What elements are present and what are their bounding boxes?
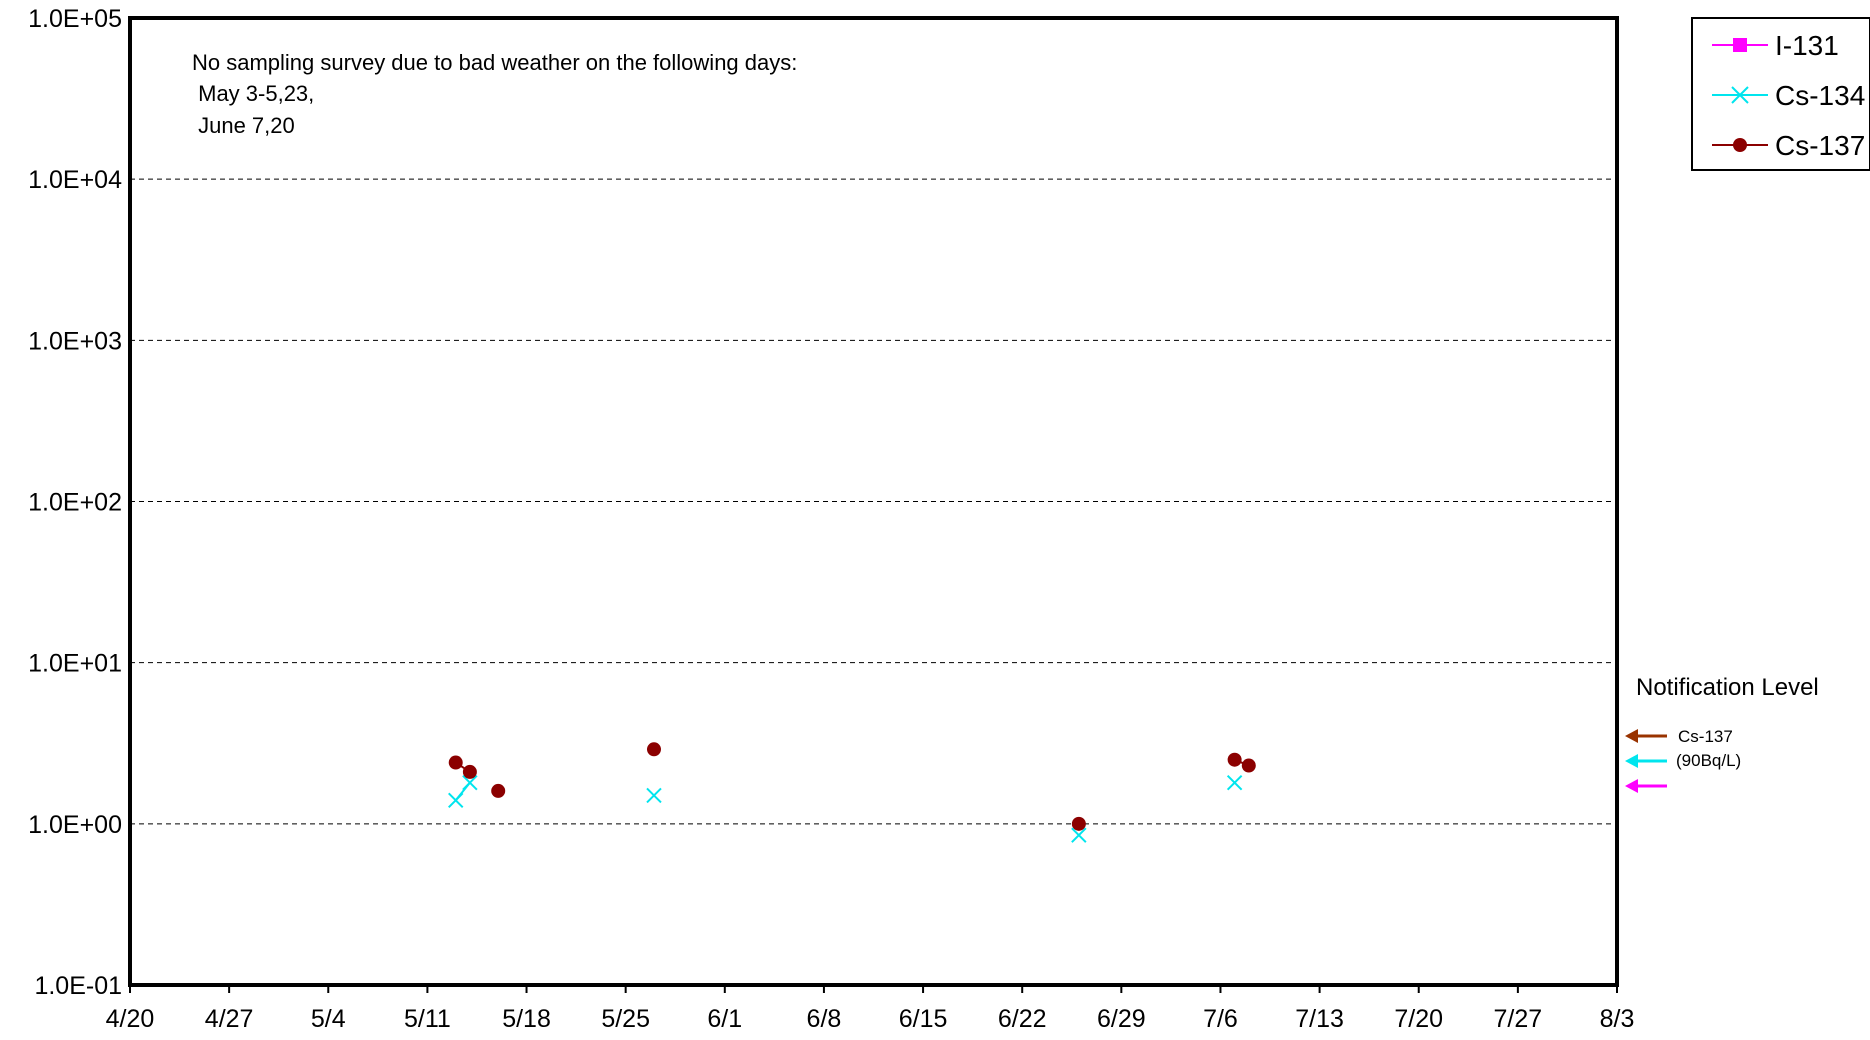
x-tick-label: 4/27 — [205, 1005, 254, 1033]
legend-entry: Cs-134 — [1775, 80, 1865, 111]
notification-level: Notification Level Cs-137 (90Bq/L) — [1625, 674, 1819, 793]
x-tick-label: 6/8 — [807, 1005, 842, 1033]
x-tick-label: 7/13 — [1295, 1005, 1344, 1033]
x-tick-label: 5/18 — [502, 1005, 551, 1033]
y-tick-label: 1.0E-01 — [34, 972, 122, 1000]
annotation-line-3: June 7,20 — [192, 113, 295, 138]
data-point — [1071, 816, 1086, 831]
data-point — [1071, 827, 1087, 843]
x-tick-label: 4/20 — [106, 1005, 155, 1033]
y-tick-labels: 1.0E-01 1.0E+00 1.0E+01 1.0E+02 1.0E+03 1.0E+… — [28, 5, 122, 1000]
legend-marker — [1733, 138, 1747, 152]
data-point — [462, 774, 478, 791]
x-tick-label: 7/6 — [1203, 1005, 1238, 1033]
data-point — [462, 764, 477, 779]
y-tick-label: 1.0E+00 — [28, 811, 122, 839]
grid-lines — [130, 178, 1617, 825]
annotation-line-2: May 3-5,23, — [192, 81, 314, 106]
data-series — [448, 742, 1256, 843]
y-tick-label: 1.0E+04 — [28, 166, 122, 194]
legend: I-131 Cs-134 Cs-137 — [1691, 17, 1870, 171]
x-tick-label: 7/20 — [1394, 1005, 1443, 1033]
y-tick-label: 1.0E+05 — [28, 5, 122, 33]
y-tick-label: 1.0E+01 — [28, 650, 122, 678]
notification-level-label: Cs-137 — [1678, 727, 1733, 746]
x-tick-label: 5/11 — [404, 1005, 451, 1033]
notification-level-sublabel: (90Bq/L) — [1676, 751, 1741, 770]
y-tick-label: 1.0E+03 — [28, 327, 122, 355]
annotation-line-1: No sampling survey due to bad weather on… — [192, 50, 797, 75]
x-tick-label: 8/3 — [1600, 1005, 1635, 1033]
x-tick-label: 5/4 — [311, 1005, 346, 1033]
data-point — [1226, 774, 1243, 791]
x-tick-label: 6/1 — [707, 1005, 742, 1033]
data-point — [646, 742, 661, 757]
data-point — [448, 792, 464, 808]
data-point — [448, 755, 463, 770]
notification-arrow-head — [1625, 754, 1638, 768]
x-tick-label: 6/29 — [1097, 1005, 1146, 1033]
legend-marker — [1731, 86, 1749, 104]
legend-entry: Cs-137 — [1775, 130, 1865, 161]
plot-frame — [128, 16, 1619, 987]
series-cs-137 — [448, 742, 1256, 831]
data-point — [491, 783, 506, 798]
legend-marker — [1733, 38, 1747, 52]
data-point — [1241, 758, 1256, 773]
series-cs-134 — [448, 774, 1243, 843]
legend-entry: I-131 — [1775, 30, 1839, 61]
notification-arrow-head — [1625, 779, 1638, 793]
data-point — [646, 787, 662, 804]
x-tick-label: 5/25 — [601, 1005, 650, 1033]
notification-level-title: Notification Level — [1636, 674, 1819, 701]
notification-arrow-head — [1625, 729, 1638, 743]
x-tick-label: 6/22 — [998, 1005, 1047, 1033]
x-tick-label: 7/27 — [1494, 1005, 1543, 1033]
x-tick-label: 6/15 — [899, 1005, 948, 1033]
y-tick-label: 1.0E+02 — [28, 489, 122, 517]
data-point — [1227, 752, 1242, 767]
